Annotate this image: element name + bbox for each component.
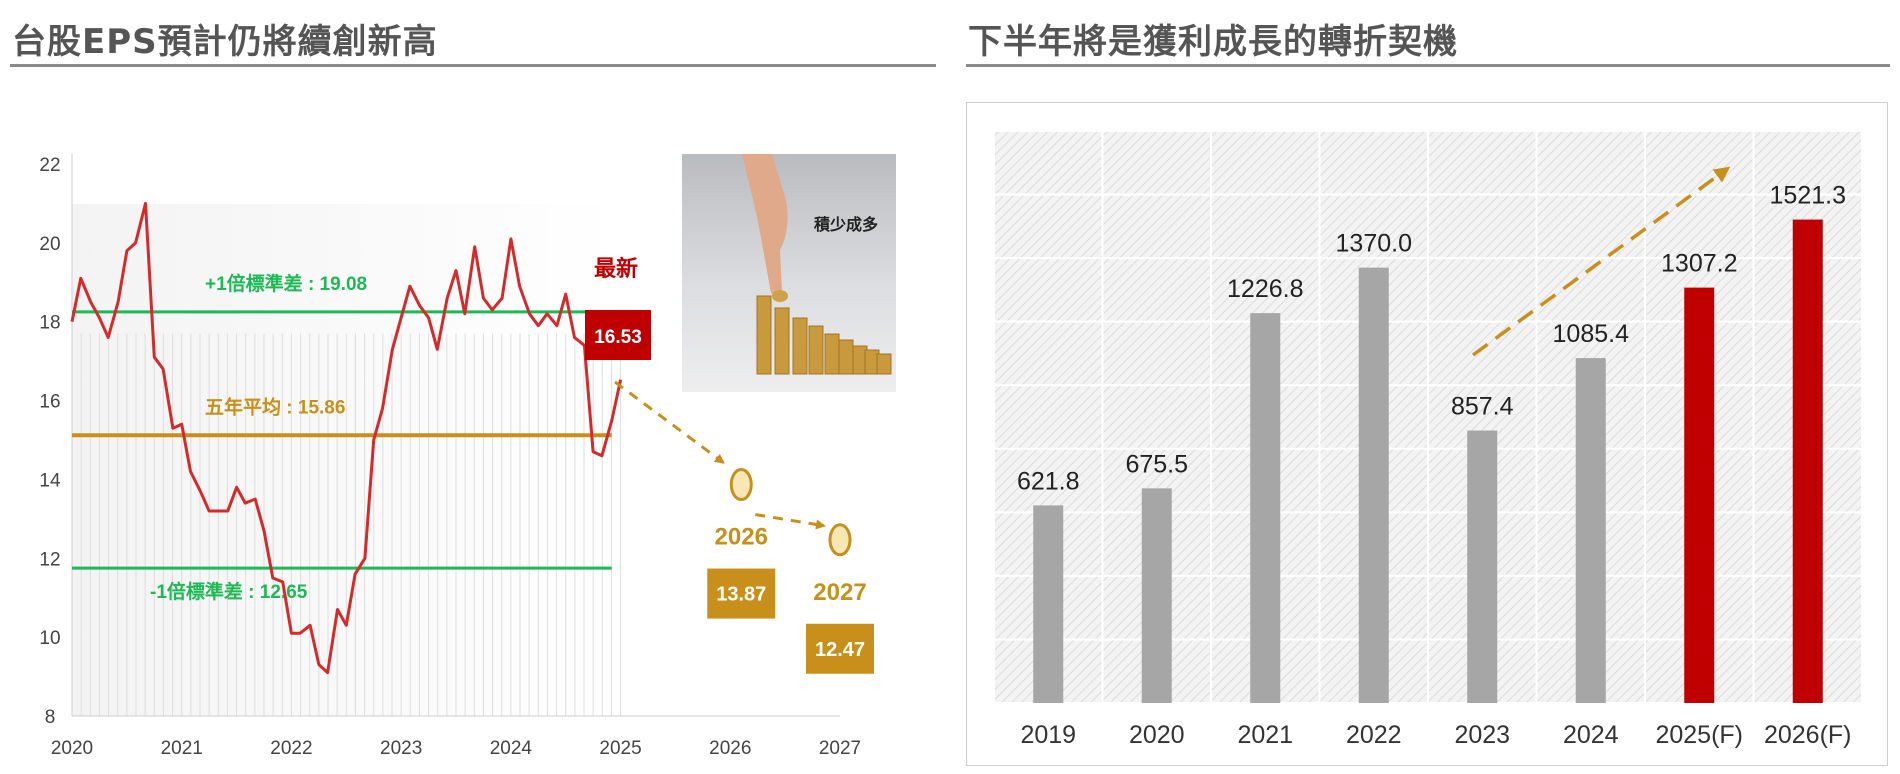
forecast-value: 12.47 [815,639,865,661]
y-tick-label: 22 [39,155,60,176]
bar-value-label: 1521.3 [1770,182,1846,210]
growth-trend-arrow [1471,166,1731,357]
bar-value-label: 1085.4 [1553,320,1630,348]
bar-value-label: 1307.2 [1661,250,1737,278]
forecast-point [828,523,852,557]
y-tick-label: 18 [39,313,60,334]
bar-value-label: 1226.8 [1227,275,1303,303]
bar [1575,358,1606,703]
coin-stack [838,339,854,375]
bar-value-label: 675.5 [1125,450,1188,478]
forecast-arrow [614,380,725,464]
bar-value-label: 857.4 [1451,393,1514,421]
bar [1684,287,1715,703]
held-coin [772,290,788,302]
x-category-label: 2026(F) [1764,721,1852,749]
bar [1792,219,1823,703]
inset-caption: 積少成多 [813,215,878,234]
coin-stack [756,295,772,375]
reference-line-label: +1倍標準差 : 19.08 [205,272,367,295]
x-category-label: 2021 [1237,721,1293,749]
x-category-label: 2022 [1346,721,1402,749]
x-category-label: 2023 [1454,721,1510,749]
forecast-point [729,468,753,502]
forecast-value-box [806,623,874,674]
x-tick-label: 2023 [380,738,422,759]
earnings-bar-chart-frame: 621.8 2019 675.5 2020 1226.8 2021 1370.0 2022 85… [966,102,1888,766]
x-tick-label: 2021 [161,738,203,759]
right-panel-title: 下半年將是獲利成長的轉折契機 [968,22,1458,62]
x-tick-label: 2022 [270,738,312,759]
coin-stack [876,353,892,375]
latest-value-box [585,310,651,360]
coin-stack [774,307,790,375]
bar [1141,488,1172,703]
hand-illustration [742,154,788,299]
left-panel-title: 台股EPS預計仍將續創新高 [12,22,438,62]
coin-stack [792,317,808,375]
x-category-label: 2024 [1563,721,1619,749]
right-title-divider [966,64,1890,67]
x-tick-label: 2020 [51,738,93,759]
bar [1358,267,1389,703]
forecast-value-box [707,568,776,619]
forecast-value: 13.87 [716,584,766,606]
y-tick-label: 14 [39,470,61,491]
y-tick-label: 20 [39,234,60,255]
x-category-label: 2025(F) [1655,721,1743,749]
y-tick-label: 16 [39,392,60,413]
latest-label: 最新 [594,256,638,281]
y-tick-label: 12 [39,549,60,570]
bar [1250,313,1281,703]
coin-stack [808,325,824,375]
eps-series-line [70,201,623,675]
forecast-arrow [755,513,826,530]
forecast-year-label: 2026 [715,524,768,551]
reference-line-label: 五年平均 : 15.86 [205,395,345,418]
x-tick-label: 2024 [490,738,533,759]
coin-stack [824,333,840,375]
bar [1467,430,1498,703]
x-category-label: 2020 [1129,721,1185,749]
latest-value: 16.53 [594,327,642,348]
x-tick-label: 2027 [819,738,861,759]
bar-value-label: 621.8 [1017,467,1080,495]
bar-value-label: 1370.0 [1336,230,1412,258]
reference-line-label: -1倍標準差 : 12.65 [150,580,308,603]
bar [1033,505,1064,703]
forecast-year-label: 2027 [813,579,866,606]
y-tick-label: 10 [39,628,60,649]
x-tick-label: 2025 [599,738,641,759]
left-title-divider [10,64,936,67]
x-category-label: 2019 [1020,721,1076,749]
y-tick-label: 8 [45,707,56,728]
x-tick-label: 2026 [709,738,751,759]
earnings-bar-chart: 621.8 2019 675.5 2020 1226.8 2021 1370.0 2022 85… [993,130,1863,749]
